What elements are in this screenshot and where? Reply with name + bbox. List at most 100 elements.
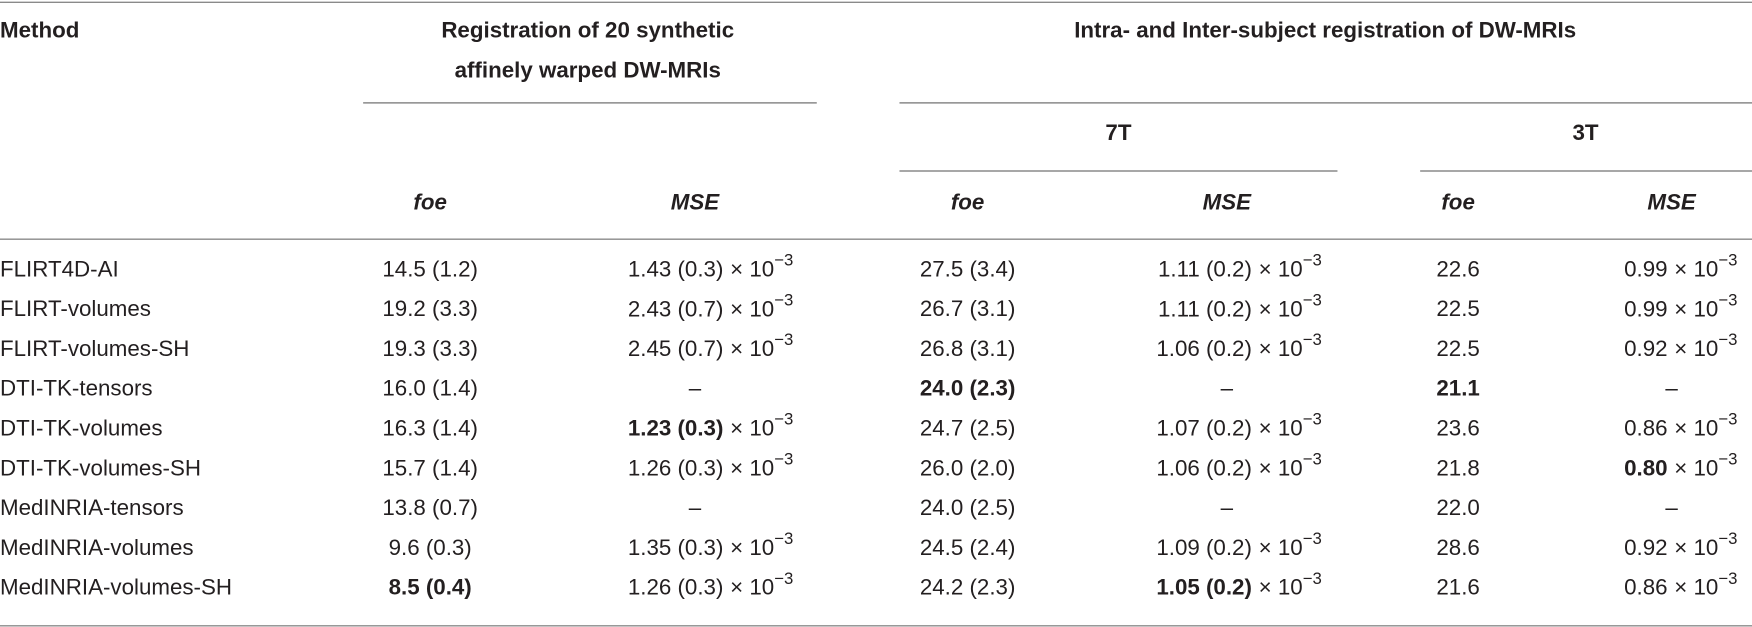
cell-multiplier: × 10 <box>1674 575 1718 600</box>
cell-value: 1.06 (0.2) <box>1156 455 1252 480</box>
cell-multiplier: × 10 <box>1674 296 1718 321</box>
cell-multiplier: × 10 <box>730 575 774 600</box>
cell-exponent: −3 <box>1303 291 1322 310</box>
cell-multiplier: × 10 <box>730 415 774 440</box>
cell: 1.05 (0.2) × 10−3 <box>1156 569 1321 599</box>
cell: 9.6 (0.3) <box>389 535 472 560</box>
cell-value: 1.07 (0.2) <box>1156 415 1252 440</box>
cell-multiplier: × 10 <box>730 256 774 281</box>
cell-multiplier: × 10 <box>730 336 774 361</box>
cell: 19.3 (3.3) <box>382 336 478 361</box>
cell-value: 0.92 <box>1624 336 1667 361</box>
cell: 1.35 (0.3) × 10−3 <box>628 529 793 559</box>
cell: 23.6 <box>1436 415 1479 440</box>
header-sub: 3T <box>1572 120 1598 145</box>
method-name: FLIRT-volumes <box>0 296 151 321</box>
cell-exponent: −3 <box>1303 251 1322 270</box>
cell-exponent: −3 <box>1718 410 1737 429</box>
cell: 19.2 (3.3) <box>382 296 478 321</box>
cell-value: 0.92 <box>1624 535 1667 560</box>
cell: 1.23 (0.3) × 10−3 <box>628 410 793 440</box>
cell-value: 1.43 (0.3) <box>628 256 724 281</box>
header-sub: 7T <box>1105 120 1131 145</box>
cell: 1.09 (0.2) × 10−3 <box>1156 529 1321 559</box>
cell: 28.6 <box>1436 535 1479 560</box>
cell-value: 1.11 (0.2) <box>1158 256 1252 281</box>
cell-multiplier: × 10 <box>730 455 774 480</box>
cell-exponent: −3 <box>774 331 793 350</box>
cell-exponent: −3 <box>774 410 793 429</box>
cell-multiplier: × 10 <box>1259 575 1303 600</box>
cell-value: 2.45 (0.7) <box>628 336 724 361</box>
cell: 14.5 (1.2) <box>382 256 478 281</box>
cell-exponent: −3 <box>774 569 793 588</box>
cell-value: 0.80 <box>1624 455 1667 480</box>
cell: 22.0 <box>1436 495 1479 520</box>
cell: 1.06 (0.2) × 10−3 <box>1156 331 1321 361</box>
cell: – <box>1665 376 1678 401</box>
cell: 0.99 × 10−3 <box>1624 291 1737 321</box>
cell: 26.7 (3.1) <box>920 296 1016 321</box>
cell: 21.6 <box>1436 575 1479 600</box>
cell: 16.0 (1.4) <box>382 376 478 401</box>
cell: 1.06 (0.2) × 10−3 <box>1156 450 1321 480</box>
cell: 0.86 × 10−3 <box>1624 569 1737 599</box>
cell-multiplier: × 10 <box>1674 455 1718 480</box>
cell: 26.8 (3.1) <box>920 336 1016 361</box>
cell: 0.80 × 10−3 <box>1624 450 1737 480</box>
cell: 1.11 (0.2) × 10−3 <box>1158 251 1322 281</box>
cell-value: 1.26 (0.3) <box>628 455 724 480</box>
cell-exponent: −3 <box>1718 529 1737 548</box>
cell: 27.5 (3.4) <box>920 256 1016 281</box>
method-name: MedINRIA-volumes-SH <box>0 575 232 600</box>
cell-exponent: −3 <box>1718 569 1737 588</box>
cell-value: 0.86 <box>1624 415 1667 440</box>
cell: 16.3 (1.4) <box>382 415 478 440</box>
cell: 8.5 (0.4) <box>389 575 472 600</box>
cell-multiplier: × 10 <box>1259 256 1303 281</box>
cell-exponent: −3 <box>1718 450 1737 469</box>
column-header: foe <box>413 189 447 214</box>
cell: – <box>1221 495 1234 520</box>
cell-exponent: −3 <box>774 291 793 310</box>
cell-exponent: −3 <box>774 529 793 548</box>
cell-exponent: −3 <box>1718 291 1737 310</box>
cell-exponent: −3 <box>774 251 793 270</box>
cell-exponent: −3 <box>1303 331 1322 350</box>
cell: 24.5 (2.4) <box>920 535 1016 560</box>
cell: 0.92 × 10−3 <box>1624 331 1737 361</box>
method-name: MedINRIA-tensors <box>0 495 184 520</box>
cell: – <box>689 376 702 401</box>
cell: 2.45 (0.7) × 10−3 <box>628 331 793 361</box>
cell-exponent: −3 <box>1718 251 1737 270</box>
cell-exponent: −3 <box>1303 450 1322 469</box>
cell: 22.5 <box>1436 336 1479 361</box>
cell: 15.7 (1.4) <box>382 455 478 480</box>
column-header: MSE <box>1647 189 1696 214</box>
cell-value: 0.86 <box>1624 575 1667 600</box>
cell-multiplier: × 10 <box>1674 535 1718 560</box>
column-header: foe <box>951 189 985 214</box>
cell-value: 0.99 <box>1624 296 1667 321</box>
cell: 0.99 × 10−3 <box>1624 251 1737 281</box>
cell-value: 1.35 (0.3) <box>628 535 724 560</box>
cell-value: 1.11 (0.2) <box>1158 296 1252 321</box>
method-name: FLIRT4D-AI <box>0 256 119 281</box>
cell: – <box>1221 376 1234 401</box>
cell-multiplier: × 10 <box>730 535 774 560</box>
cell: 24.2 (2.3) <box>920 575 1016 600</box>
cell-multiplier: × 10 <box>1259 535 1303 560</box>
cell: 24.7 (2.5) <box>920 415 1016 440</box>
method-name: DTI-TK-tensors <box>0 376 153 401</box>
method-name: FLIRT-volumes-SH <box>0 336 189 361</box>
method-name: DTI-TK-volumes-SH <box>0 455 201 480</box>
cell: 1.07 (0.2) × 10−3 <box>1156 410 1321 440</box>
cell-value: 1.06 (0.2) <box>1156 336 1252 361</box>
cell-exponent: −3 <box>1303 569 1322 588</box>
header-group: Registration of 20 synthetic <box>441 17 734 42</box>
cell-multiplier: × 10 <box>1259 296 1303 321</box>
cell: 21.1 <box>1436 376 1479 401</box>
cell: 0.92 × 10−3 <box>1624 529 1737 559</box>
